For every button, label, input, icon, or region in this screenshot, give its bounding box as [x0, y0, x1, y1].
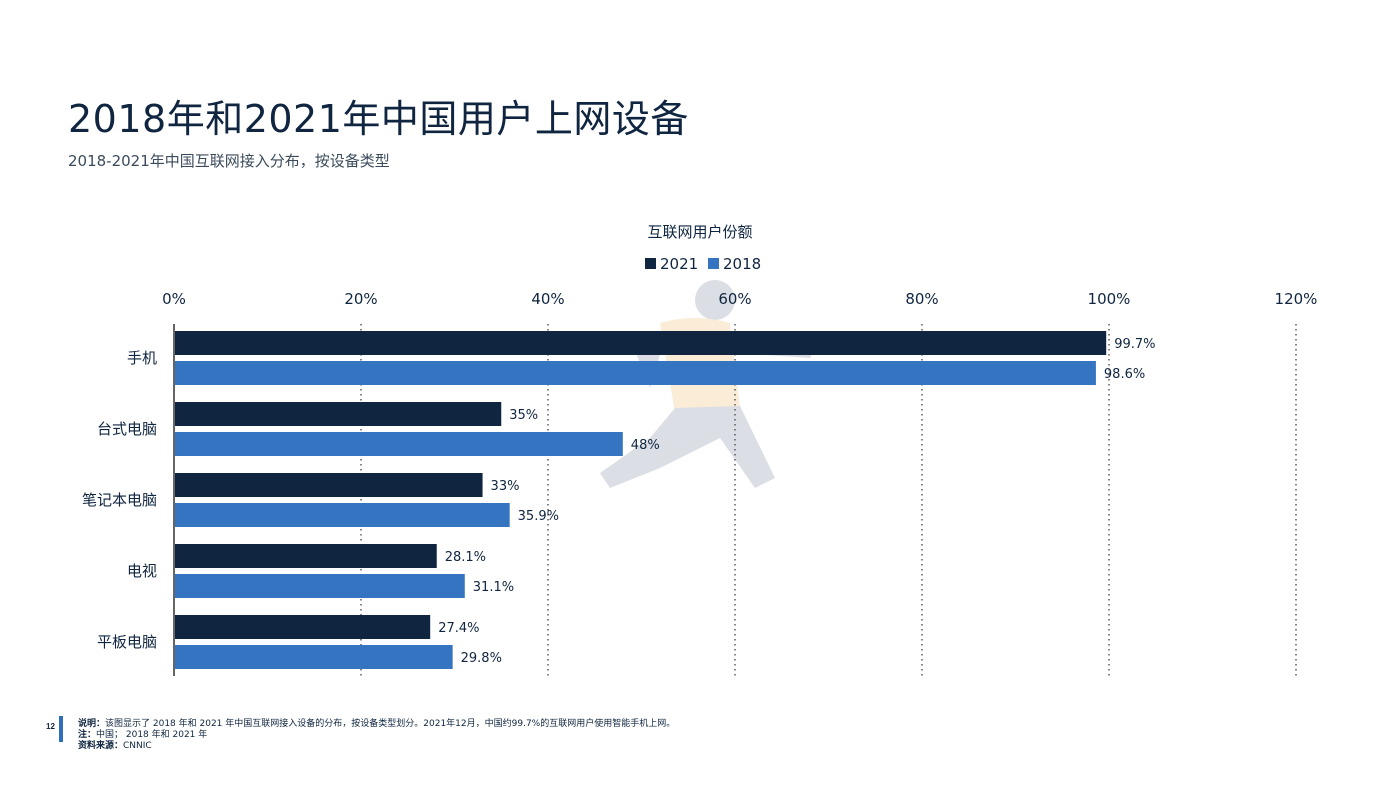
data-label: 98.6%: [1104, 367, 1145, 382]
data-label: 31.1%: [473, 580, 514, 595]
category-label: 手机: [127, 349, 157, 367]
legend-swatch-2021: [645, 258, 656, 269]
bar-2018: [175, 503, 510, 527]
page-number: 12: [46, 722, 55, 731]
x-tick-label: 100%: [1088, 290, 1131, 308]
legend-label-2021: 2021: [660, 255, 698, 273]
data-label: 28.1%: [445, 550, 486, 565]
x-tick-label: 120%: [1275, 290, 1318, 308]
legend-swatch-2018: [708, 258, 719, 269]
x-tick-label: 0%: [162, 290, 186, 308]
data-label: 33%: [491, 479, 520, 494]
chart-title: 互联网用户份额: [647, 223, 752, 241]
category-label: 电视: [127, 562, 157, 580]
bar-2018: [175, 574, 465, 598]
data-label: 27.4%: [438, 621, 479, 636]
data-label: 35.9%: [518, 509, 559, 524]
data-label: 29.8%: [461, 651, 502, 666]
bar-2021: [175, 473, 483, 497]
bar-2021: [175, 402, 502, 426]
bar-2018: [175, 432, 623, 456]
x-tick-label: 40%: [531, 290, 564, 308]
x-tick-label: 20%: [344, 290, 377, 308]
data-label: 99.7%: [1114, 337, 1155, 352]
chart-grid: [360, 324, 1297, 676]
chart-legend: 2021 2018: [645, 255, 761, 273]
footer-notes: 说明：该图显示了 2018 年和 2021 年中国互联网接入设备的分布，按设备类…: [78, 719, 675, 752]
footer-remark: 注：中国； 2018 年和 2021 年: [78, 730, 208, 740]
bar-2021: [175, 331, 1107, 355]
footer-source: 资料来源：CNNIC: [78, 741, 152, 751]
bar-2018: [175, 645, 453, 669]
bar-2021: [175, 544, 437, 568]
page-subtitle: 2018-2021年中国互联网接入分布，按设备类型: [68, 152, 390, 170]
bar-2021: [175, 615, 431, 639]
bar-2018: [175, 361, 1096, 385]
chart-bars: 99.7% 98.6% 35% 48% 33% 35.9% 28.1% 31.1% 27.4% 2…: [175, 331, 1156, 669]
category-label: 笔记本电脑: [82, 491, 157, 509]
data-label: 48%: [631, 438, 660, 453]
x-tick-label: 80%: [905, 290, 938, 308]
data-label: 35%: [509, 408, 538, 423]
category-label: 台式电脑: [97, 420, 157, 438]
category-label: 平板电脑: [97, 633, 157, 651]
x-axis-ticks: 0% 20% 40% 60% 80% 100% 120%: [162, 290, 1317, 308]
legend-label-2018: 2018: [723, 255, 761, 273]
x-tick-label: 60%: [718, 290, 751, 308]
footer-note: 说明：该图显示了 2018 年和 2021 年中国互联网接入设备的分布，按设备类…: [78, 719, 676, 729]
footer-accent-bar: [59, 716, 63, 742]
page-title: 2018年和2021年中国用户上网设备: [68, 97, 689, 141]
